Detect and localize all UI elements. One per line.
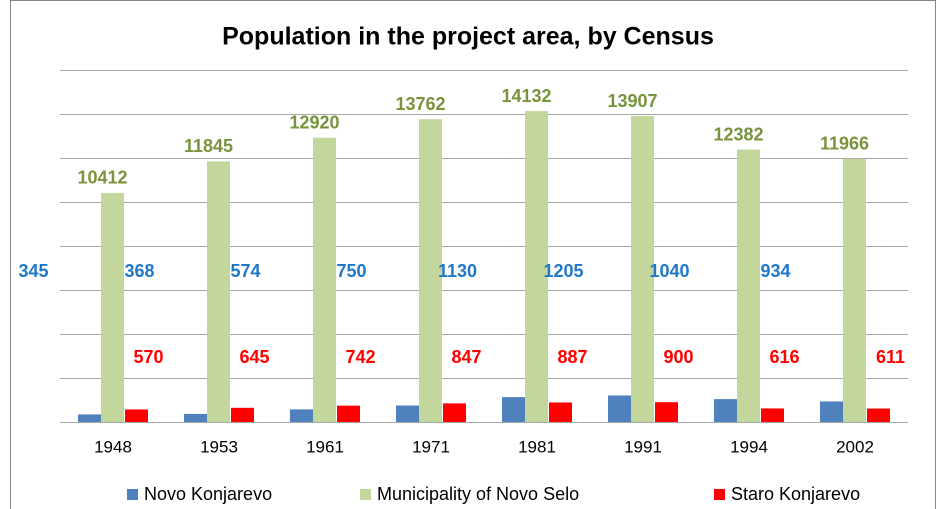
bar: [525, 111, 548, 422]
data-label: 887: [557, 347, 587, 367]
data-label: 611: [876, 347, 905, 367]
bar: [549, 402, 572, 422]
bar: [443, 403, 466, 422]
x-tick-label: 1971: [412, 437, 450, 456]
legend-swatch: [360, 489, 371, 500]
data-label: 570: [133, 347, 163, 367]
data-label: 742: [345, 347, 375, 367]
data-label: 1130: [438, 261, 477, 281]
bar: [396, 405, 419, 422]
bar: [290, 409, 313, 422]
data-label: 645: [239, 347, 269, 367]
bar: [737, 149, 760, 422]
data-label: 12920: [289, 113, 339, 133]
data-label: 11845: [184, 136, 233, 156]
chart-frame: [10, 0, 936, 509]
x-tick-label: 1953: [200, 437, 238, 456]
x-tick-label: 1981: [518, 437, 556, 456]
legend-swatch: [714, 489, 725, 500]
legend-label: Municipality of Novo Selo: [377, 484, 579, 504]
x-tick-label: 1991: [624, 437, 662, 456]
x-tick-label: 1961: [306, 437, 344, 456]
data-label: 10412: [77, 168, 127, 188]
bar: [101, 192, 124, 422]
legend-label: Novo Konjarevo: [144, 484, 272, 504]
data-label: 900: [663, 347, 693, 367]
data-label: 847: [451, 347, 481, 367]
bar: [419, 119, 442, 423]
data-label: 934: [760, 261, 790, 281]
data-label: 345: [18, 261, 48, 281]
data-label: 1205: [543, 261, 583, 281]
bar: [843, 158, 866, 423]
data-label: 12382: [713, 124, 763, 144]
legend-label: Staro Konjarevo: [731, 484, 860, 504]
data-label: 11966: [820, 133, 869, 153]
data-label: 368: [124, 261, 154, 281]
bar: [631, 116, 654, 423]
data-label: 574: [230, 261, 260, 281]
legend-swatch: [127, 489, 138, 500]
x-tick-label: 1948: [94, 437, 132, 456]
data-label: 13762: [395, 94, 445, 114]
bar: [820, 401, 843, 422]
data-label: 1040: [649, 261, 689, 281]
bar: [207, 161, 230, 422]
bar: [608, 395, 631, 422]
x-tick-label: 1994: [730, 437, 768, 456]
bar: [313, 137, 336, 422]
x-tick-label: 2002: [836, 437, 874, 456]
data-label: 616: [769, 347, 799, 367]
bar: [761, 408, 784, 422]
bar: [231, 407, 254, 422]
bar: [125, 409, 148, 422]
bar: [655, 402, 678, 422]
bar: [78, 414, 101, 422]
bar: [714, 399, 737, 422]
data-label: 14132: [501, 86, 551, 106]
chart-title: Population in the project area, by Censu…: [222, 23, 714, 51]
bar: [502, 397, 525, 422]
bar: [337, 405, 360, 422]
data-label: 13907: [607, 91, 657, 111]
data-label: 750: [336, 261, 366, 281]
bar: [184, 413, 207, 422]
bar: [867, 408, 890, 422]
